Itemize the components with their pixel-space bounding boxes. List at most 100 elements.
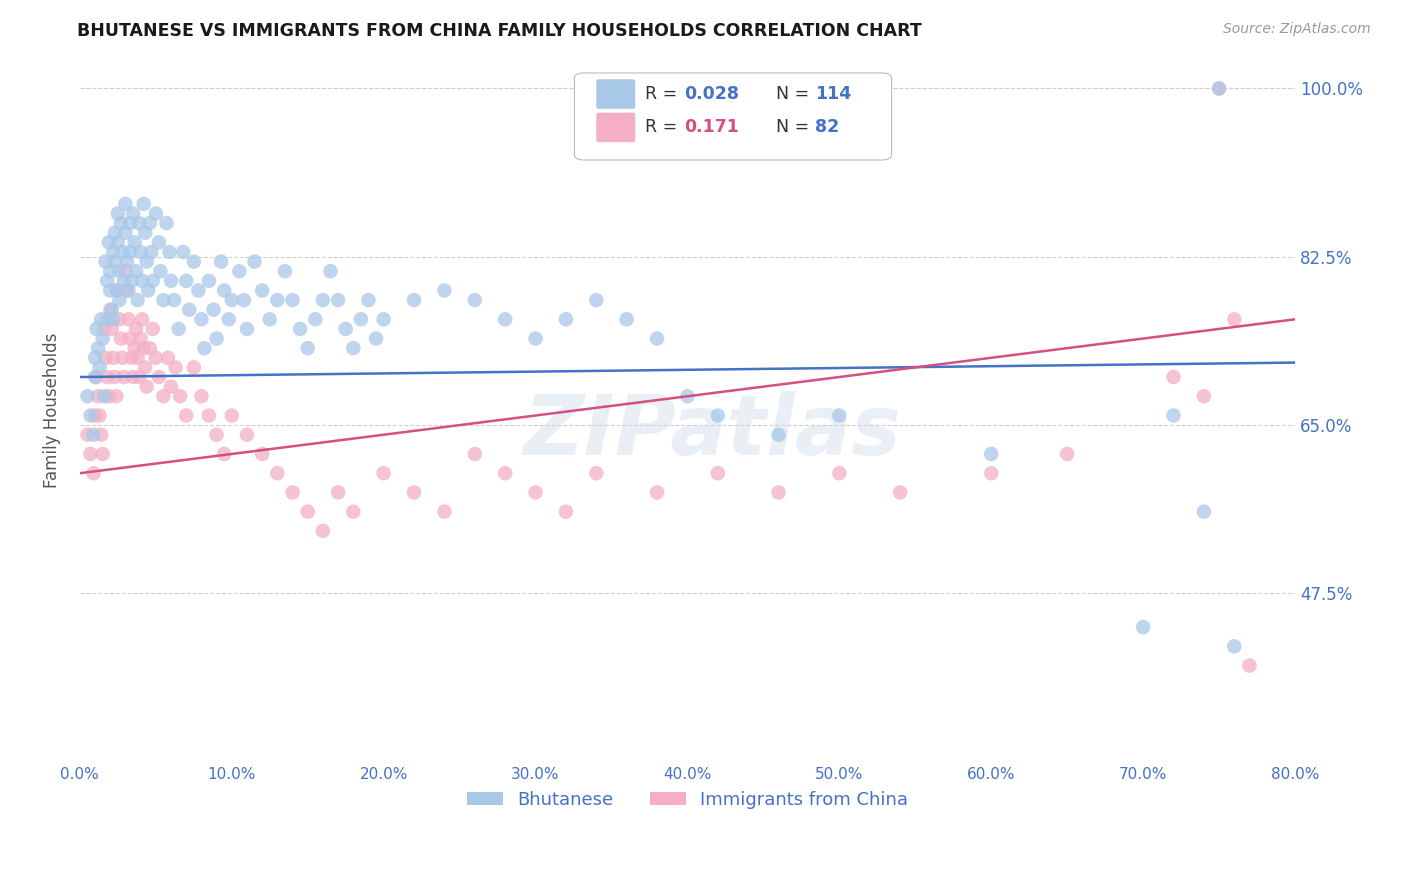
Point — [97, 235, 120, 250]
Point — [218, 312, 240, 326]
Point — [335, 322, 357, 336]
Point — [1239, 658, 1261, 673]
Point — [103, 244, 125, 259]
Point — [464, 447, 486, 461]
Point — [212, 284, 235, 298]
Point — [174, 274, 197, 288]
Legend: Bhutanese, Immigrants from China: Bhutanese, Immigrants from China — [460, 783, 915, 816]
Point — [122, 206, 145, 220]
Point — [118, 332, 141, 346]
Point — [134, 226, 156, 240]
Point — [79, 409, 101, 423]
Point — [433, 284, 456, 298]
Point — [768, 485, 790, 500]
Point — [128, 216, 150, 230]
Point — [98, 284, 121, 298]
Point — [373, 467, 395, 481]
Point — [93, 322, 115, 336]
Point — [127, 351, 149, 365]
Point — [183, 254, 205, 268]
Point — [585, 293, 607, 307]
Point — [135, 379, 157, 393]
Point — [96, 312, 118, 326]
Point — [585, 467, 607, 481]
Point — [645, 332, 668, 346]
Point — [114, 226, 136, 240]
Text: ZIPatlas: ZIPatlas — [523, 392, 901, 472]
Point — [148, 235, 170, 250]
Text: BHUTANESE VS IMMIGRANTS FROM CHINA FAMILY HOUSEHOLDS CORRELATION CHART: BHUTANESE VS IMMIGRANTS FROM CHINA FAMIL… — [77, 22, 922, 40]
Point — [616, 312, 638, 326]
Point — [198, 274, 221, 288]
Point — [145, 206, 167, 220]
Text: 0.171: 0.171 — [683, 119, 738, 136]
Point — [127, 293, 149, 307]
Point — [117, 284, 139, 298]
Point — [94, 351, 117, 365]
Point — [202, 302, 225, 317]
Y-axis label: Family Households: Family Households — [44, 333, 60, 489]
Point — [464, 293, 486, 307]
Point — [108, 264, 131, 278]
Point — [89, 409, 111, 423]
Point — [174, 409, 197, 423]
Point — [1132, 620, 1154, 634]
Point — [212, 447, 235, 461]
Point — [980, 447, 1002, 461]
Point — [172, 244, 194, 259]
Point — [125, 264, 148, 278]
Point — [107, 206, 129, 220]
Point — [266, 293, 288, 307]
Point — [232, 293, 254, 307]
Point — [159, 244, 181, 259]
Point — [342, 505, 364, 519]
FancyBboxPatch shape — [575, 73, 891, 160]
Point — [155, 216, 177, 230]
Point — [76, 389, 98, 403]
Point — [236, 427, 259, 442]
Point — [111, 244, 134, 259]
Point — [139, 341, 162, 355]
Point — [104, 254, 127, 268]
Point — [312, 293, 335, 307]
Point — [165, 360, 187, 375]
Point — [228, 264, 250, 278]
Point — [190, 312, 212, 326]
Point — [312, 524, 335, 538]
Point — [297, 505, 319, 519]
Point — [1192, 505, 1215, 519]
Point — [402, 293, 425, 307]
Point — [86, 322, 108, 336]
Point — [117, 312, 139, 326]
Point — [319, 264, 342, 278]
Point — [121, 351, 143, 365]
Point — [105, 284, 128, 298]
Point — [125, 322, 148, 336]
Point — [134, 360, 156, 375]
Point — [156, 351, 179, 365]
Point — [87, 389, 110, 403]
Point — [83, 427, 105, 442]
Point — [94, 254, 117, 268]
Point — [1223, 312, 1246, 326]
Point — [105, 389, 128, 403]
Point — [281, 293, 304, 307]
Point — [250, 284, 273, 298]
Point — [98, 302, 121, 317]
Point — [115, 254, 138, 268]
Point — [259, 312, 281, 326]
Point — [96, 274, 118, 288]
Point — [326, 485, 349, 500]
Point — [121, 274, 143, 288]
Point — [100, 322, 122, 336]
Point — [221, 293, 243, 307]
Point — [84, 370, 107, 384]
Point — [297, 341, 319, 355]
Point — [114, 264, 136, 278]
Point — [129, 332, 152, 346]
Point — [433, 505, 456, 519]
Point — [209, 254, 232, 268]
Point — [179, 302, 201, 317]
Point — [112, 274, 135, 288]
Point — [889, 485, 911, 500]
